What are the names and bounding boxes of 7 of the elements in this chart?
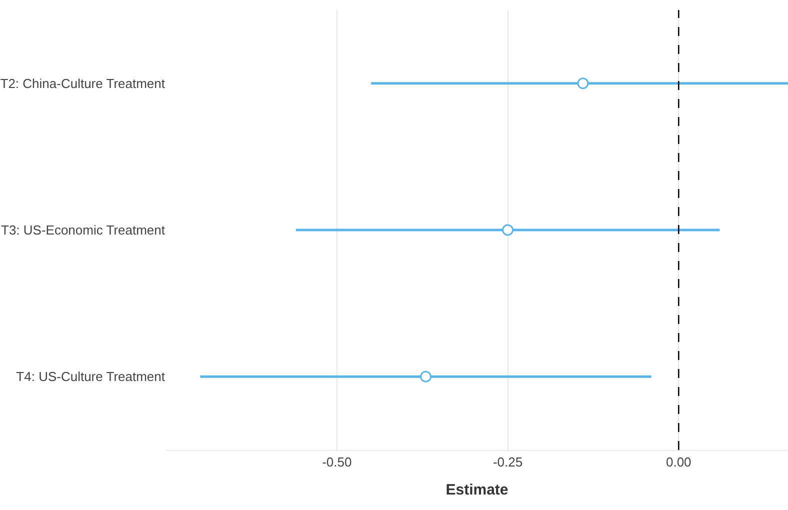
x-tick-label: -0.25 <box>492 454 523 470</box>
x-tick-label: 0.00 <box>666 454 692 470</box>
y-tick-label: T2: China-Culture Treatment <box>0 76 166 91</box>
y-tick-label: T3: US-Economic Treatment <box>1 222 166 238</box>
x-axis-title: Estimate <box>446 482 508 499</box>
y-tick-label: T4: US-Culture Treatment <box>16 369 166 384</box>
x-tick-label: -0.50 <box>322 454 352 470</box>
